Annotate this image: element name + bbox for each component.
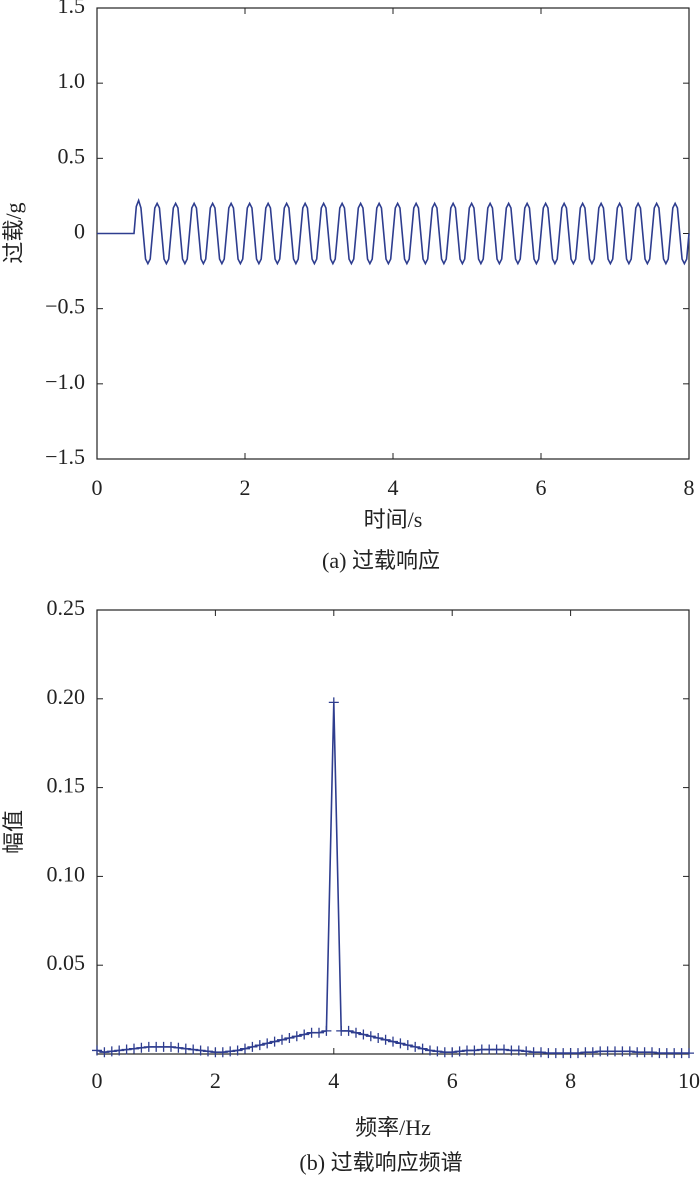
x-tick-label: 4 — [388, 475, 399, 500]
data-marker — [217, 1047, 228, 1058]
x-axis-label: 频率/Hz — [355, 1115, 431, 1140]
y-tick-label: −1.5 — [45, 444, 85, 469]
data-marker — [284, 1033, 295, 1044]
data-marker — [536, 1047, 546, 1058]
data-marker — [328, 697, 339, 708]
data-marker — [432, 1046, 443, 1057]
data-marker — [277, 1034, 287, 1045]
x-tick-label: 10 — [678, 1068, 700, 1093]
y-tick-label: 0 — [74, 219, 85, 244]
y-tick-label: 1.0 — [58, 68, 86, 93]
data-marker — [365, 1031, 376, 1042]
data-marker — [624, 1046, 635, 1057]
y-tick-label: 0.10 — [47, 861, 86, 886]
y-tick-label: −1.0 — [45, 369, 85, 394]
data-marker — [180, 1043, 191, 1054]
data-marker — [395, 1038, 406, 1049]
data-marker — [410, 1041, 421, 1052]
data-marker — [402, 1040, 413, 1051]
y-tick-label: 0.5 — [58, 143, 86, 168]
data-marker — [388, 1036, 398, 1047]
data-marker — [380, 1034, 391, 1045]
data-marker — [573, 1048, 583, 1059]
data-marker — [121, 1044, 132, 1055]
data-marker — [469, 1045, 480, 1056]
data-marker — [247, 1041, 258, 1052]
data-marker — [321, 1025, 332, 1036]
x-axis-label: 时间/s — [364, 507, 423, 532]
y-tick-label: 1.5 — [58, 0, 86, 18]
data-marker — [358, 1029, 369, 1040]
data-marker — [521, 1046, 532, 1057]
data-marker — [314, 1027, 324, 1038]
data-marker — [291, 1031, 302, 1042]
x-tick-label: 8 — [565, 1068, 576, 1093]
x-tick-label: 2 — [210, 1068, 221, 1093]
data-marker — [299, 1029, 310, 1040]
y-axis-label: 幅值 — [1, 810, 26, 854]
data-marker — [173, 1042, 184, 1053]
y-tick-label: 0.20 — [47, 684, 86, 709]
data-marker — [351, 1027, 361, 1038]
data-marker — [203, 1046, 213, 1057]
data-marker — [114, 1045, 125, 1056]
data-marker — [92, 1045, 102, 1056]
data-marker — [269, 1036, 280, 1047]
data-marker — [425, 1045, 435, 1056]
data-marker — [373, 1033, 384, 1044]
y-tick-label: 0.15 — [47, 773, 86, 798]
y-tick-label: 0.25 — [47, 595, 86, 620]
x-tick-label: 0 — [92, 1068, 103, 1093]
caption: (b) 过载响应频谱 — [299, 1150, 462, 1175]
data-marker — [188, 1044, 199, 1055]
data-marker — [232, 1045, 243, 1056]
data-marker — [262, 1038, 273, 1049]
data-marker — [417, 1043, 428, 1054]
data-marker — [166, 1041, 176, 1052]
y-axis-label: 过载/g — [1, 202, 26, 263]
x-tick-label: 0 — [92, 475, 103, 500]
data-marker — [106, 1046, 117, 1057]
data-marker — [129, 1043, 139, 1054]
data-marker — [225, 1046, 236, 1057]
data-marker — [587, 1047, 598, 1058]
data-marker — [454, 1046, 465, 1057]
data-marker — [240, 1043, 250, 1054]
data-line — [96, 702, 689, 1054]
x-tick-label: 6 — [447, 1068, 458, 1093]
y-tick-label: −0.5 — [45, 294, 85, 319]
data-marker — [447, 1047, 458, 1058]
data-marker — [647, 1047, 657, 1058]
data-marker — [254, 1040, 265, 1051]
x-tick-label: 2 — [240, 475, 251, 500]
data-marker — [513, 1045, 524, 1056]
plot-frame — [96, 609, 690, 1055]
caption: (a) 过载响应 — [322, 548, 440, 573]
data-marker — [136, 1042, 147, 1053]
data-marker — [343, 1025, 354, 1036]
x-tick-label: 4 — [328, 1068, 339, 1093]
data-line — [97, 197, 690, 266]
data-marker — [195, 1045, 206, 1056]
data-marker — [684, 1048, 694, 1059]
x-tick-label: 8 — [684, 475, 695, 500]
y-tick-label: 0.05 — [47, 950, 86, 975]
data-marker — [99, 1047, 110, 1058]
data-marker — [499, 1044, 509, 1055]
x-tick-label: 6 — [536, 475, 547, 500]
